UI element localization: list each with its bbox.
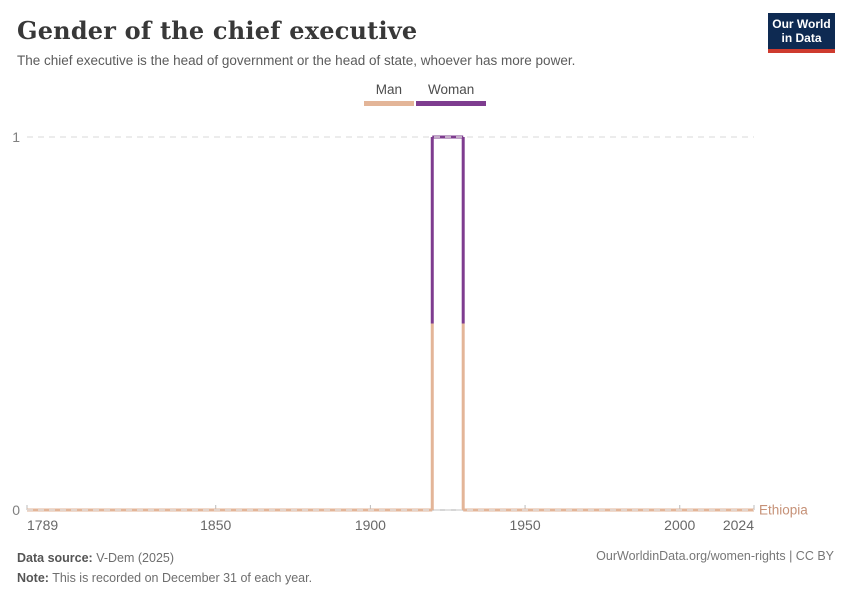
chart-legend: Man Woman [0, 82, 850, 106]
chart-footer: Data source: V-Dem (2025) Note: This is … [17, 548, 312, 588]
data-source-label: Data source: [17, 551, 93, 565]
note-line: Note: This is recorded on December 31 of… [17, 568, 312, 588]
note-value: This is recorded on December 31 of each … [48, 571, 313, 585]
owid-logo-stripe [768, 49, 835, 53]
owid-logo-line1: Our World [772, 17, 831, 31]
owid-logo-text: Our World in Data [768, 13, 835, 49]
legend-color-bar [363, 101, 414, 106]
owid-logo-line2: in Data [781, 31, 822, 45]
x-axis-label-1950: 1950 [509, 517, 540, 533]
y-axis-label-1: 1 [12, 129, 20, 145]
series-entity-label[interactable]: Ethiopia [759, 503, 808, 518]
page-title: Gender of the chief executive [17, 16, 418, 45]
owid-logo[interactable]: Our World in Data [768, 13, 835, 53]
x-axis-label-1900: 1900 [355, 517, 386, 533]
chart-svg[interactable]: 0 1 1789 1850 1900 1950 2000 2024 Ethiopia [0, 125, 850, 540]
x-axis-label-1850: 1850 [200, 517, 231, 533]
legend-label: Man [375, 82, 402, 97]
data-source-value: V-Dem (2025) [92, 551, 175, 565]
note-label: Note: [17, 571, 49, 585]
legend-item-man[interactable]: Man [363, 82, 414, 106]
chart-subtitle: The chief executive is the head of gover… [17, 53, 576, 68]
footer-rights-link[interactable]: OurWorldinData.org/women-rights | CC BY [596, 549, 834, 563]
x-axis-label-1789: 1789 [27, 517, 58, 533]
legend-label: Woman [427, 82, 475, 97]
y-axis-label-0: 0 [12, 502, 20, 518]
x-axis-label-2000: 2000 [664, 517, 695, 533]
legend-item-woman[interactable]: Woman [415, 82, 487, 106]
data-source-line: Data source: V-Dem (2025) [17, 548, 312, 568]
x-axis-label-2024: 2024 [723, 517, 754, 533]
legend-color-bar [415, 101, 487, 106]
